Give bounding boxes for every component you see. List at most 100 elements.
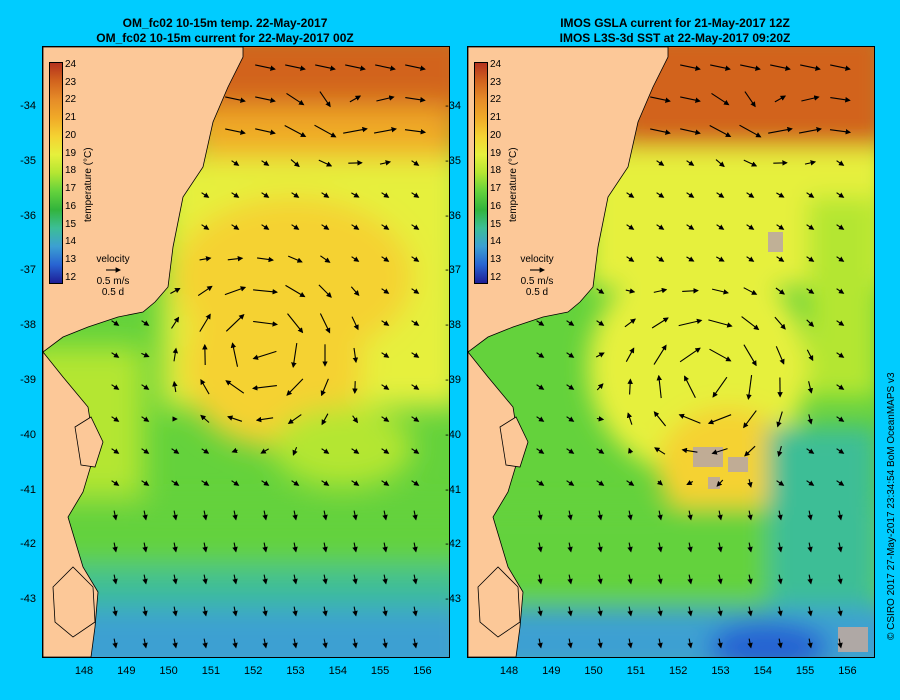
longitude-label: 152 xyxy=(244,665,263,677)
current-arrow xyxy=(717,542,723,553)
current-arrow xyxy=(744,445,756,457)
colorbar-tick-label: 14 xyxy=(65,236,77,248)
current-arrow xyxy=(743,410,757,429)
velocity-legend-speed: 0.5 m/s xyxy=(96,276,130,287)
current-arrow xyxy=(262,638,268,649)
latitude-label: -38 xyxy=(445,319,461,332)
colorbar-tick-label: 24 xyxy=(490,59,502,70)
current-arrow xyxy=(319,313,331,334)
current-arrow xyxy=(566,480,575,486)
current-arrow xyxy=(682,288,699,294)
current-arrow xyxy=(231,447,238,453)
current-arrow xyxy=(656,374,663,399)
current-arrow xyxy=(291,343,298,368)
current-arrow xyxy=(709,125,732,138)
longitude-label: 155 xyxy=(795,665,815,677)
current-arrow xyxy=(716,192,725,198)
right-panel-title: IMOS GSLA current for 21-May-2017 12Z IM… xyxy=(450,16,900,46)
current-arrow xyxy=(375,64,396,71)
current-arrow xyxy=(322,638,328,649)
current-arrow xyxy=(777,542,783,553)
current-arrow xyxy=(740,64,761,71)
current-arrow xyxy=(352,415,359,424)
current-arrow xyxy=(626,412,633,425)
current-arrow xyxy=(687,574,693,585)
current-arrow xyxy=(595,352,605,358)
current-arrow xyxy=(111,448,120,454)
current-arrow xyxy=(411,256,420,262)
current-arrow xyxy=(142,542,148,553)
colorbar-title: temperature (°C) xyxy=(83,147,94,222)
current-arrow xyxy=(141,480,150,486)
current-arrow xyxy=(686,192,695,198)
current-arrow xyxy=(201,224,210,230)
current-arrow xyxy=(656,224,665,230)
current-arrow xyxy=(656,479,663,486)
latitude-label: -35 xyxy=(20,154,36,167)
current-arrow xyxy=(232,510,238,521)
current-arrow xyxy=(112,638,118,649)
current-arrow xyxy=(806,256,815,262)
current-arrow xyxy=(170,287,181,294)
colorbar-tick-label: 17 xyxy=(490,183,502,195)
current-arrow xyxy=(566,384,575,390)
current-arrow xyxy=(657,510,663,521)
latitude-label: -42 xyxy=(20,538,36,551)
current-arrow xyxy=(352,638,358,649)
colorbar-tick-label: 19 xyxy=(490,147,502,159)
velocity-legend-left: velocity 0.5 m/s 0.5 d xyxy=(88,254,138,298)
colorbar-tick-label: 20 xyxy=(65,129,77,141)
current-arrow xyxy=(351,448,360,454)
current-arrow xyxy=(537,638,543,649)
latitude-label: -43 xyxy=(20,593,36,606)
longitude-label: 148 xyxy=(74,665,94,677)
current-arrow xyxy=(712,376,728,398)
current-arrow xyxy=(768,126,793,134)
temperature-colorbar xyxy=(474,62,488,284)
current-arrow xyxy=(321,480,330,486)
current-arrow xyxy=(807,606,813,617)
colorbar-tick-label: 21 xyxy=(65,112,77,124)
current-arrow xyxy=(255,64,276,71)
current-arrow xyxy=(292,542,298,553)
current-arrow xyxy=(717,574,723,585)
current-arrow xyxy=(744,91,756,108)
current-arrow xyxy=(349,95,362,103)
current-arrow xyxy=(776,192,785,198)
current-arrow xyxy=(260,448,269,454)
current-arrow xyxy=(775,287,785,295)
current-arrow xyxy=(404,129,427,135)
current-arrow xyxy=(112,542,118,553)
colorbar-tick-label: 23 xyxy=(65,76,77,88)
latitude-label: -43 xyxy=(445,593,461,606)
current-arrow xyxy=(777,574,783,585)
latitude-label: -35 xyxy=(445,154,461,167)
current-arrow xyxy=(141,448,150,454)
current-arrow xyxy=(411,160,420,166)
current-arrow xyxy=(830,97,851,103)
current-arrow xyxy=(596,288,605,294)
current-arrow xyxy=(537,510,543,521)
latitude-label: -37 xyxy=(20,264,36,277)
colorbar-tick-label: 13 xyxy=(65,254,77,266)
current-arrow xyxy=(686,479,694,486)
current-arrow xyxy=(142,606,148,617)
current-arrow xyxy=(112,510,118,521)
current-arrow xyxy=(412,542,418,553)
current-arrow xyxy=(711,288,729,295)
velocity-legend-speed: 0.5 m/s xyxy=(520,276,554,287)
current-arrow xyxy=(627,378,633,395)
current-arrow xyxy=(777,638,783,649)
latitude-label: -36 xyxy=(20,209,36,222)
current-arrow xyxy=(201,448,210,454)
current-arrow xyxy=(776,411,783,428)
current-arrow xyxy=(411,384,420,390)
current-arrow xyxy=(232,542,238,553)
current-arrow xyxy=(225,380,245,394)
left-title-line2: OM_fc02 10-15m current for 22-May-2017 0… xyxy=(96,31,354,45)
current-arrow xyxy=(836,352,845,358)
current-arrow xyxy=(536,320,545,326)
current-arrow xyxy=(596,480,605,486)
current-arrow xyxy=(291,480,300,486)
current-arrow xyxy=(201,480,210,486)
